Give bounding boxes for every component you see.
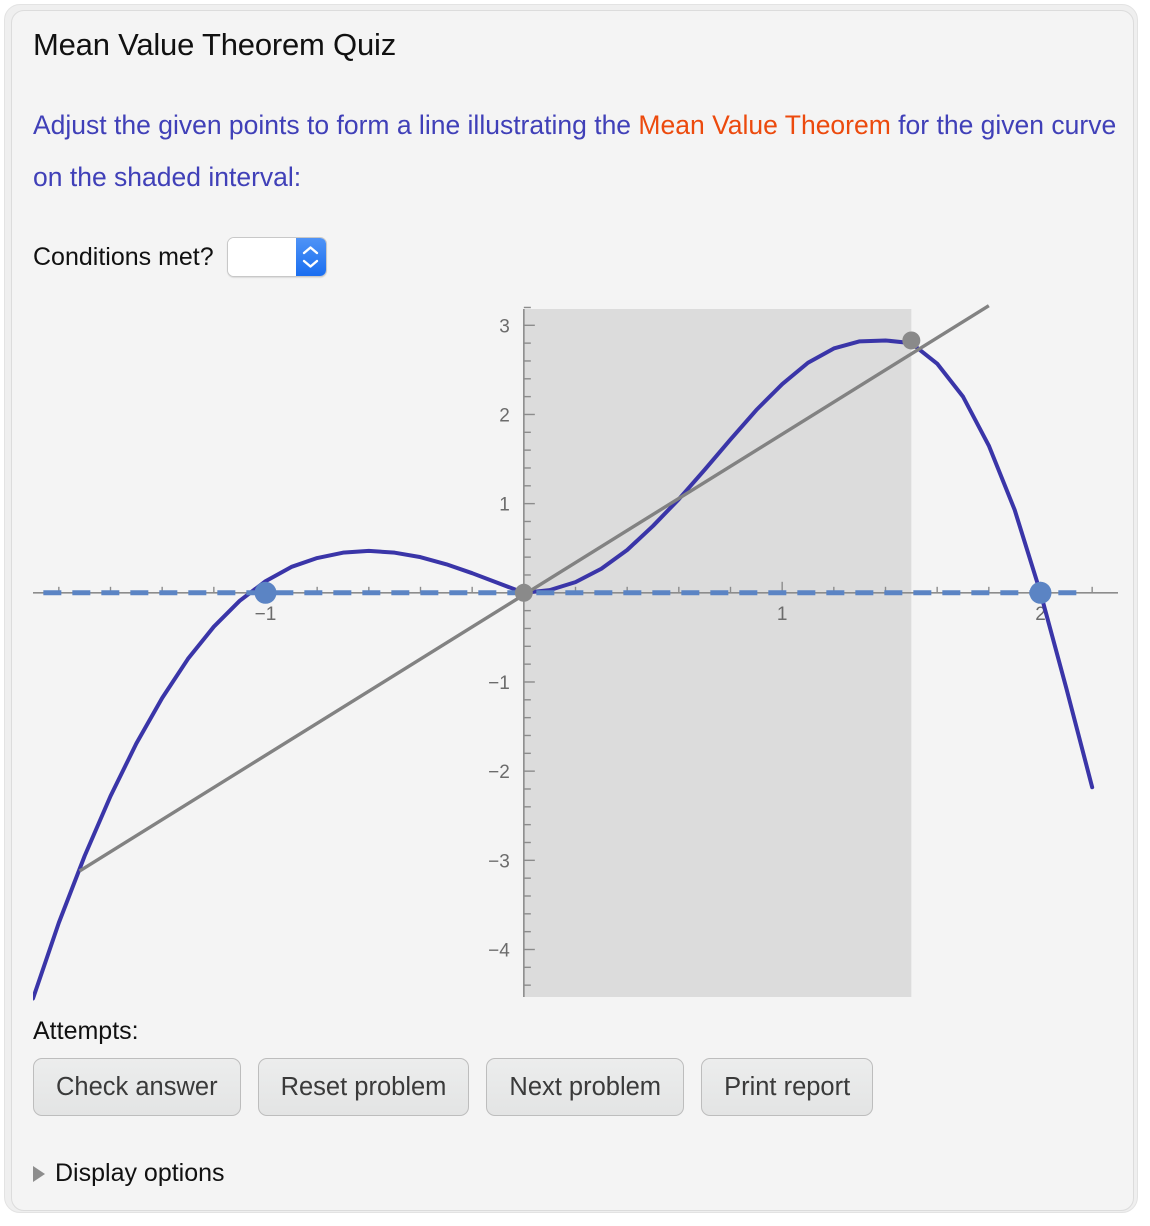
y-tick-label: −3 [488,851,510,872]
y-tick-label: −1 [488,673,510,694]
prompt-text: Adjust the given points to form a line i… [33,99,1118,203]
next-problem-button[interactable]: Next problem [486,1058,685,1116]
action-button-row: Check answer Reset problem Next problem … [33,1058,874,1116]
reset-problem-button[interactable]: Reset problem [257,1058,470,1116]
shaded-interval-region [523,309,912,997]
x-tick-label: −1 [255,604,277,625]
plot-svg[interactable]: 3 2 1 −1 −2 −3 −4 −1 1 2 [33,303,1118,1003]
secant-endpoint-tangent[interactable] [902,331,921,350]
y-tick-label: 1 [499,495,510,516]
mvt-plot[interactable]: 3 2 1 −1 −2 −3 −4 −1 1 2 [33,303,1118,1003]
display-options-label[interactable]: Display options [55,1159,225,1187]
x-tick-label: 1 [777,604,788,625]
y-tick-label: 3 [499,316,510,337]
secant-endpoint-origin[interactable] [514,583,533,602]
check-answer-button[interactable]: Check answer [33,1058,241,1116]
draggable-point-right[interactable] [1029,581,1052,604]
conditions-label: Conditions met? [33,242,214,271]
draggable-point-left[interactable] [254,581,277,604]
attempts-label: Attempts: [33,1017,139,1046]
display-options-disclosure[interactable]: Display options [33,1159,225,1188]
x-tick-label: 2 [1035,604,1046,625]
secant-line[interactable] [78,304,990,873]
conditions-row: Conditions met? [33,237,327,277]
attempts-text: Attempts: [33,1017,139,1045]
conditions-select-value[interactable] [227,238,296,276]
prompt-part-1: Adjust the given points to form a line i… [33,110,639,140]
y-tick-label: 2 [499,405,510,426]
prompt-part-2: for the given curve on the shaded interv… [33,110,1117,192]
quiz-panel: Mean Value Theorem Quiz Adjust the given… [11,10,1134,1211]
y-tick-label: −2 [488,762,510,783]
triangle-right-icon[interactable] [33,1165,45,1182]
conditions-select[interactable] [226,237,327,277]
page-title: Mean Value Theorem Quiz [33,27,396,62]
conditions-stepper[interactable] [295,238,326,276]
y-tick-label: −4 [488,940,510,961]
chevron-down-icon[interactable] [302,258,319,269]
print-report-button[interactable]: Print report [701,1058,874,1116]
prompt-highlight: Mean Value Theorem [638,110,891,140]
chevron-up-icon[interactable] [302,245,319,256]
